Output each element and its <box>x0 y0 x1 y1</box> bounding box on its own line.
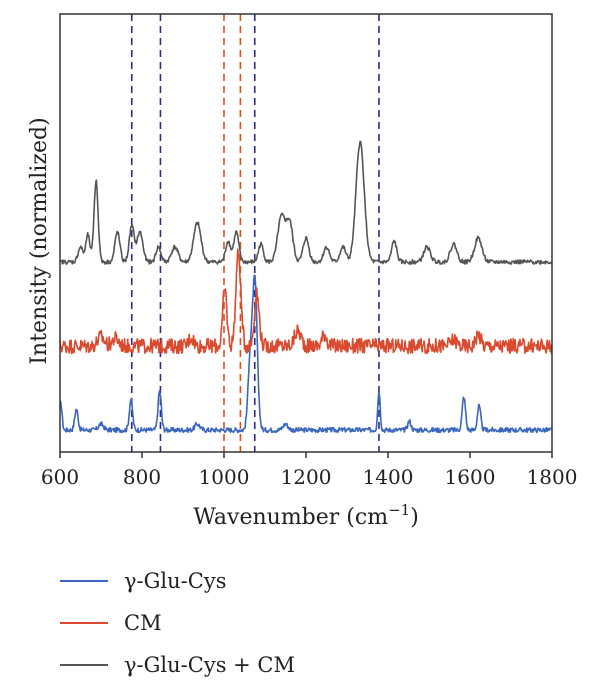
legend: γ-Glu-Cys CM γ-Glu-Cys + CM <box>60 560 295 686</box>
x-tick-label: 1000 <box>199 465 250 489</box>
x-tick-label: 1200 <box>281 465 332 489</box>
x-tick-label: 1600 <box>445 465 496 489</box>
reference-lines <box>130 14 380 452</box>
series-group <box>59 140 553 434</box>
series-line-2 <box>59 140 553 265</box>
legend-item-cm: CM <box>60 602 295 644</box>
x-tick-label: 1800 <box>527 465 578 489</box>
x-tick-label: 1400 <box>363 465 414 489</box>
x-axis-title-main: Wavenumber (cm <box>193 505 388 530</box>
x-axis-title-tail: ) <box>410 505 419 530</box>
legend-label-glu-cys: γ-Glu-Cys <box>124 569 227 593</box>
x-axis-title: Wavenumber (cm−1) <box>193 501 419 530</box>
legend-item-glu-cys-cm: γ-Glu-Cys + CM <box>60 644 295 686</box>
series-line-1 <box>59 248 553 355</box>
x-tick-label: 800 <box>123 465 161 489</box>
plot-area <box>59 13 553 453</box>
series-line-0 <box>59 274 553 434</box>
legend-swatch-glu-cys <box>60 580 108 582</box>
legend-label-glu-cys-cm: γ-Glu-Cys + CM <box>124 653 295 677</box>
x-tick-label: 600 <box>41 465 79 489</box>
x-axis-title-superscript: −1 <box>388 501 410 519</box>
legend-swatch-glu-cys-cm <box>60 664 108 666</box>
y-axis-title: Intensity (normalized) <box>27 117 52 364</box>
raman-spectra-chart: 600 800 1000 1200 1400 1600 1800 Wavenumber (c… <box>27 13 578 530</box>
legend-item-glu-cys: γ-Glu-Cys <box>60 560 295 602</box>
legend-swatch-cm <box>60 622 108 624</box>
legend-label-cm: CM <box>124 611 162 635</box>
x-axis-ticks: 600 800 1000 1200 1400 1600 1800 <box>41 452 578 489</box>
